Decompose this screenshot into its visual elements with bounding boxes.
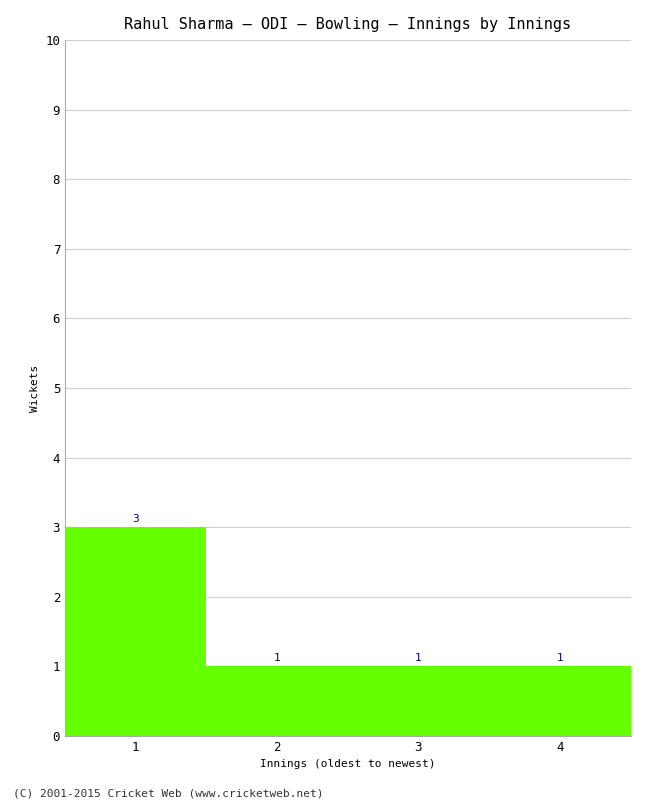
Bar	[65, 527, 207, 736]
Title: Rahul Sharma – ODI – Bowling – Innings by Innings: Rahul Sharma – ODI – Bowling – Innings b…	[124, 17, 571, 32]
Y-axis label: Wickets: Wickets	[30, 364, 40, 412]
Text: 3: 3	[133, 514, 139, 524]
Text: 1: 1	[556, 653, 563, 663]
Bar	[207, 666, 348, 736]
Text: (C) 2001-2015 Cricket Web (www.cricketweb.net): (C) 2001-2015 Cricket Web (www.cricketwe…	[13, 788, 324, 798]
Text: 1: 1	[274, 653, 280, 663]
Bar	[348, 666, 489, 736]
Text: 1: 1	[415, 653, 422, 663]
Bar	[489, 666, 630, 736]
X-axis label: Innings (oldest to newest): Innings (oldest to newest)	[260, 759, 436, 770]
